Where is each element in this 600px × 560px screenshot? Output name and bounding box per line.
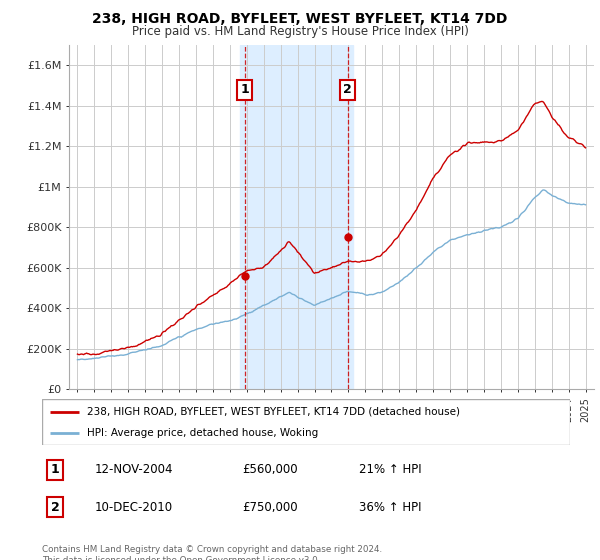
Text: 21% ↑ HPI: 21% ↑ HPI [359, 463, 421, 476]
Text: 10-DEC-2010: 10-DEC-2010 [95, 501, 173, 514]
Text: 12-NOV-2004: 12-NOV-2004 [95, 463, 173, 476]
Text: £560,000: £560,000 [242, 463, 298, 476]
Text: 1: 1 [240, 83, 249, 96]
Text: 1: 1 [51, 463, 59, 476]
Text: 2: 2 [51, 501, 59, 514]
Text: 238, HIGH ROAD, BYFLEET, WEST BYFLEET, KT14 7DD: 238, HIGH ROAD, BYFLEET, WEST BYFLEET, K… [92, 12, 508, 26]
Text: HPI: Average price, detached house, Woking: HPI: Average price, detached house, Woki… [87, 428, 318, 438]
Text: Contains HM Land Registry data © Crown copyright and database right 2024.
This d: Contains HM Land Registry data © Crown c… [42, 545, 382, 560]
Text: Price paid vs. HM Land Registry's House Price Index (HPI): Price paid vs. HM Land Registry's House … [131, 25, 469, 38]
Text: 2: 2 [343, 83, 352, 96]
Text: 238, HIGH ROAD, BYFLEET, WEST BYFLEET, KT14 7DD (detached house): 238, HIGH ROAD, BYFLEET, WEST BYFLEET, K… [87, 407, 460, 417]
Text: 36% ↑ HPI: 36% ↑ HPI [359, 501, 421, 514]
Bar [239, 45, 353, 389]
Text: £750,000: £750,000 [242, 501, 298, 514]
